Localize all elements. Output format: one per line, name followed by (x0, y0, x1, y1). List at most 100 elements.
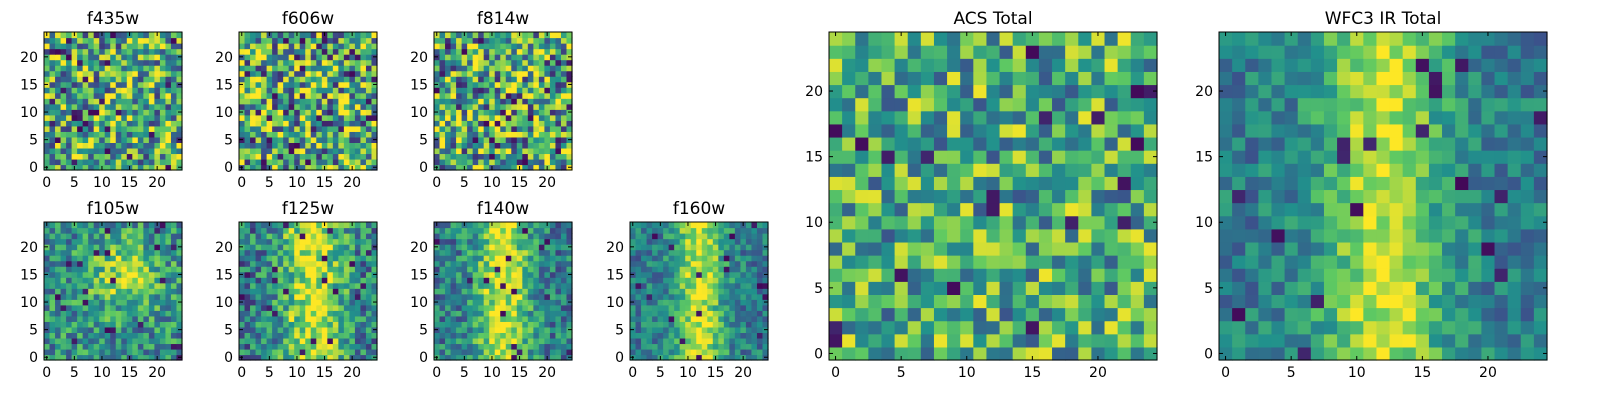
heatmap-cell (88, 255, 94, 261)
heatmap-cell (143, 338, 149, 344)
heatmap-cell (72, 137, 78, 143)
heatmap-cell (283, 54, 289, 60)
heatmap-cell (478, 76, 484, 82)
heatmap-cell (272, 142, 278, 148)
heatmap-cell (333, 104, 339, 110)
heatmap-cell (344, 76, 350, 82)
heatmap-cell (289, 142, 295, 148)
heatmap-cell (338, 98, 344, 104)
heatmap-cell (171, 327, 177, 333)
heatmap-cell (1105, 176, 1119, 190)
heatmap-cell (489, 104, 495, 110)
y-tick-label: 0 (29, 160, 38, 176)
heatmap-cell (674, 305, 680, 311)
heatmap-cell (305, 288, 311, 294)
heatmap-cell (300, 283, 306, 289)
heatmap-cell (522, 299, 528, 305)
heatmap-cell (550, 255, 556, 261)
heatmap-cell (305, 142, 311, 148)
heatmap-cell (121, 60, 127, 66)
heatmap-cell (344, 283, 350, 289)
heatmap-cell (533, 71, 539, 77)
heatmap-cell (561, 294, 567, 300)
heatmap-cell (261, 266, 267, 272)
heatmap-cell (50, 131, 56, 137)
heatmap-cell (451, 316, 457, 322)
heatmap-cell (630, 321, 636, 327)
heatmap-cell (121, 32, 127, 38)
heatmap-cell (239, 343, 245, 349)
heatmap-cell (691, 283, 697, 289)
heatmap-cell (239, 142, 245, 148)
heatmap-cell (434, 239, 440, 245)
heatmap-cell (311, 261, 317, 267)
heatmap-cell (77, 327, 83, 333)
heatmap-cell (239, 250, 245, 256)
heatmap-cell (160, 299, 166, 305)
heatmap-cell (740, 349, 746, 355)
heatmap-cell (272, 338, 278, 344)
heatmap-cell (256, 115, 262, 121)
heatmap-cell (77, 316, 83, 322)
heatmap-cell (1105, 347, 1119, 361)
heatmap-cell (349, 261, 355, 267)
heatmap-cell (434, 159, 440, 165)
heatmap-cell (127, 87, 133, 93)
heatmap-cell (641, 332, 647, 338)
heatmap-cell (467, 98, 473, 104)
heatmap-cell (322, 131, 328, 137)
heatmap-cell (338, 316, 344, 322)
heatmap-cell (160, 142, 166, 148)
heatmap-cell (550, 299, 556, 305)
heatmap-cell (61, 244, 67, 250)
heatmap-cell (278, 104, 284, 110)
heatmap-cell (473, 294, 479, 300)
heatmap-cell (533, 305, 539, 311)
heatmap-cell (171, 255, 177, 261)
heatmap-cell (691, 272, 697, 278)
heatmap-cell (735, 338, 741, 344)
heatmap-cell (44, 310, 50, 316)
heatmap-cell (66, 148, 72, 154)
heatmap-cell (561, 343, 567, 349)
heatmap-cell (50, 343, 56, 349)
heatmap-cell (561, 255, 567, 261)
heatmap-cell (462, 38, 468, 44)
heatmap-cell (544, 38, 550, 44)
heatmap-cell (1026, 150, 1040, 164)
heatmap-cell (355, 142, 361, 148)
heatmap-cell (83, 261, 89, 267)
heatmap-cell (641, 321, 647, 327)
heatmap-cell (1118, 229, 1132, 243)
heatmap-cell (360, 60, 366, 66)
heatmap-cell (947, 176, 961, 190)
heatmap-cell (366, 131, 372, 137)
heatmap-cell (500, 266, 506, 272)
heatmap-cell (83, 250, 89, 256)
heatmap-cell (691, 228, 697, 234)
heatmap-cell (484, 115, 490, 121)
heatmap-cell (467, 137, 473, 143)
heatmap-cell (311, 228, 317, 234)
heatmap-cell (641, 261, 647, 267)
heatmap-cell (333, 338, 339, 344)
heatmap-cell (539, 60, 545, 66)
heatmap-cell (66, 332, 72, 338)
heatmap-cell (740, 338, 746, 344)
heatmap-cell (729, 272, 735, 278)
heatmap-cell (881, 268, 895, 282)
x-tick-label: 15 (121, 175, 139, 191)
heatmap-cell (61, 277, 67, 283)
heatmap-cell (94, 153, 100, 159)
heatmap-cell (61, 228, 67, 234)
heatmap-cell (77, 115, 83, 121)
heatmap-cell (445, 148, 451, 154)
heatmap-cell (66, 244, 72, 250)
heatmap-cell (61, 153, 67, 159)
heatmap-cell (160, 277, 166, 283)
heatmap-cell (729, 316, 735, 322)
heatmap-cell (528, 126, 534, 132)
y-tick-label: 5 (419, 133, 428, 149)
heatmap-cell (94, 137, 100, 143)
heatmap-cell (245, 272, 251, 278)
